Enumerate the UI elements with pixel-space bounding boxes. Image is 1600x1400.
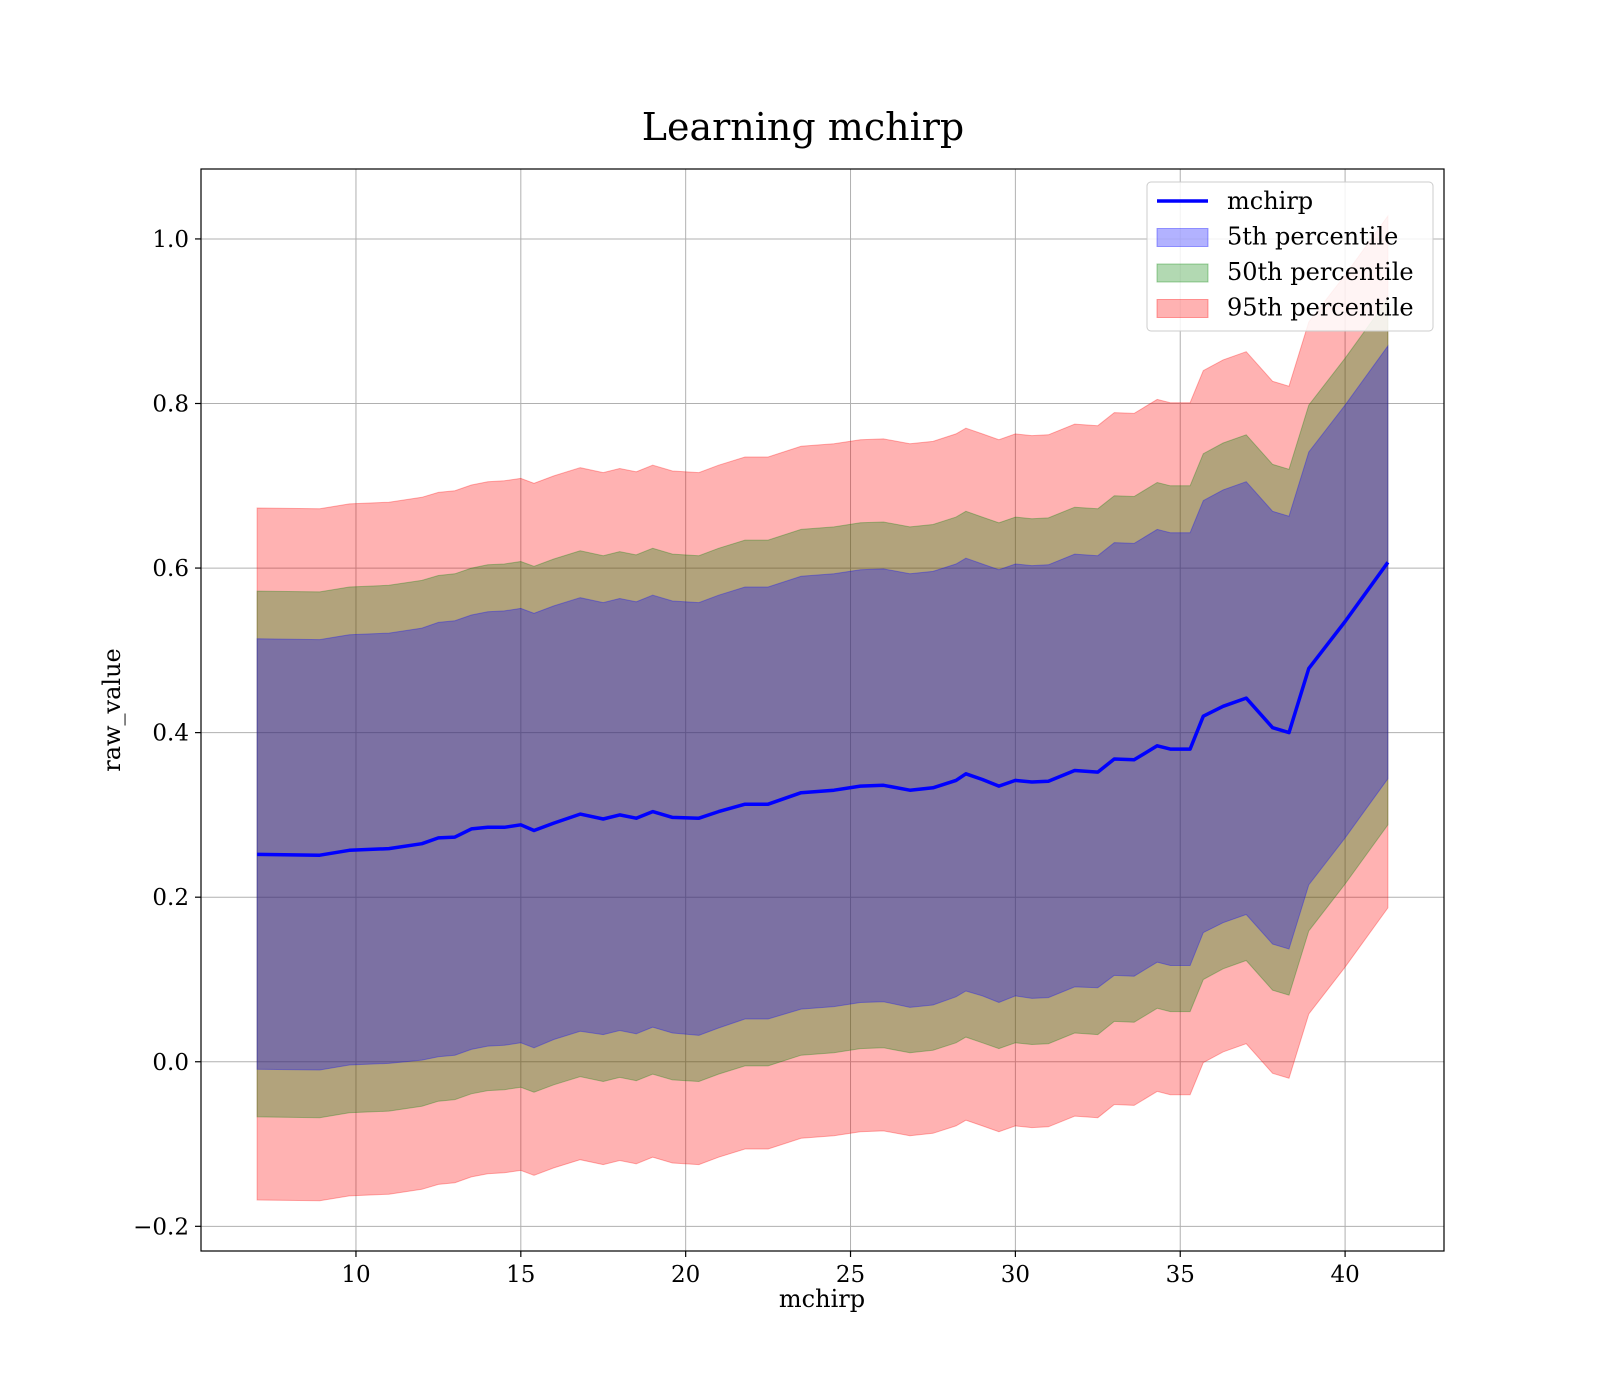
y-tick-label: 1.0 [152, 227, 189, 253]
y-tick-label: 0.0 [152, 1050, 189, 1076]
y-ticks: −0.2 0.0 0.2 0.4 0.6 0.8 1.0 [133, 227, 201, 1240]
y-axis-label: raw_value [98, 648, 126, 772]
legend-label: 95th percentile [1227, 294, 1414, 322]
band-5th-percentile [256, 344, 1389, 1071]
y-tick-label: 0.2 [152, 885, 189, 911]
y-tick-label: 0.8 [152, 392, 189, 418]
x-tick-label: 35 [1166, 1262, 1195, 1288]
chart-title: Learning mchirp [642, 105, 964, 149]
x-tick-label: 40 [1330, 1262, 1359, 1288]
percentile-bands [256, 214, 1389, 1202]
plot-frame [200, 168, 1445, 1252]
y-tick-label: 0.4 [152, 721, 189, 747]
legend-swatch-patch [1156, 263, 1209, 283]
legend: mchirp 5th percentile 50th percentile 95th … [1146, 181, 1434, 332]
series-lines [257, 561, 1390, 857]
x-ticks: 10 15 20 25 30 35 40 [341, 1251, 1360, 1288]
y-tick-label: −0.2 [133, 1214, 189, 1240]
x-tick-label: 10 [341, 1262, 370, 1288]
legend-box [1146, 181, 1434, 332]
y-tick-label: 0.6 [152, 556, 189, 582]
series-line-mchirp [257, 561, 1390, 857]
legend-swatch-patch [1156, 299, 1209, 318]
x-axis-label: mchirp [779, 1285, 865, 1313]
legend-label: 5th percentile [1227, 223, 1398, 251]
x-tick-label: 20 [671, 1262, 700, 1288]
band-50th-percentile [256, 297, 1389, 1119]
legend-swatch-patch [1156, 228, 1209, 247]
band-95th-percentile [256, 214, 1389, 1202]
x-tick-label: 15 [506, 1262, 535, 1288]
x-tick-label: 30 [1001, 1262, 1030, 1288]
legend-label: mchirp [1227, 187, 1313, 215]
legend-label: 50th percentile [1227, 258, 1414, 286]
x-tick-label: 25 [836, 1262, 865, 1288]
